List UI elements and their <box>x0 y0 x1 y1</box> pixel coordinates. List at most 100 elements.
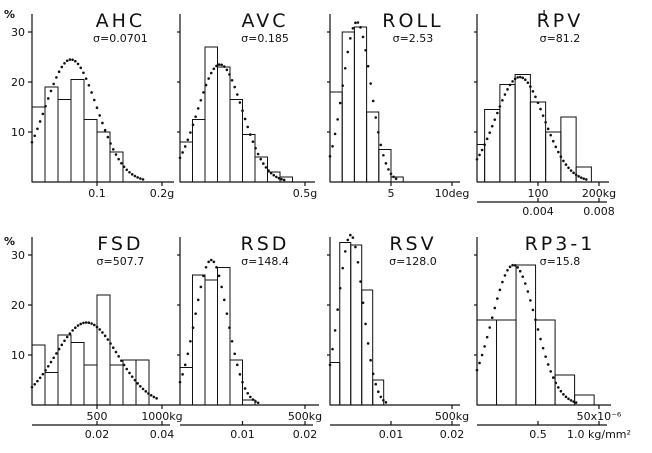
fit-point <box>246 391 250 395</box>
histogram-bar <box>204 46 218 183</box>
histogram-bar <box>484 109 501 183</box>
fit-point <box>531 308 535 312</box>
fit-point <box>384 162 388 165</box>
fit-point <box>376 390 380 394</box>
histogram-bar <box>514 74 531 183</box>
histogram-bar <box>83 119 98 183</box>
fit-point <box>71 329 74 332</box>
panel-rp3-1: RP3-1σ=15.8 50x10⁻⁶ 0.5 1.0 kg/mm² <box>474 233 631 441</box>
histogram-bar <box>70 342 85 406</box>
fit-point <box>521 76 525 80</box>
histogram-bar <box>57 99 72 183</box>
fit-point <box>136 176 139 179</box>
fit-point <box>202 91 205 94</box>
fit-point <box>485 335 489 339</box>
fit-point <box>526 290 530 293</box>
fit-point <box>212 67 216 71</box>
fit-point <box>582 177 586 180</box>
fit-point <box>354 245 357 249</box>
fit-point <box>196 107 200 110</box>
fit-point <box>349 37 352 40</box>
fit-point <box>534 95 537 99</box>
histogram-bar <box>122 359 137 406</box>
fit-point <box>243 387 247 390</box>
fit-point <box>189 339 192 343</box>
fit-point <box>92 323 96 327</box>
histogram-bar <box>267 171 281 183</box>
fit-point <box>351 26 355 30</box>
fit-point <box>541 346 545 350</box>
fit-point <box>95 325 99 329</box>
fit-point <box>557 150 560 154</box>
fit-point <box>394 177 398 181</box>
fit-point <box>181 151 184 154</box>
fit-point <box>508 265 512 269</box>
fit-point <box>220 63 223 67</box>
fit-point <box>249 395 252 399</box>
fit-point <box>259 157 263 161</box>
fit-point <box>275 175 278 179</box>
fit-curve <box>475 263 578 404</box>
fit-point <box>178 380 182 384</box>
fit-point <box>46 97 50 100</box>
histogram-bar <box>378 149 392 183</box>
fit-point <box>569 399 573 402</box>
fit-point <box>238 373 242 376</box>
fit-point <box>584 178 588 181</box>
fit-point <box>65 59 69 63</box>
fit-point <box>546 363 550 366</box>
fit-point <box>128 371 131 375</box>
secondary-x-tick-label: 0.008 <box>583 205 615 218</box>
fit-point <box>480 148 484 152</box>
fit-point <box>44 104 47 108</box>
fit-point <box>554 145 558 149</box>
fit-point <box>382 398 385 402</box>
fit-point <box>328 363 332 367</box>
histogram-bar <box>96 131 111 183</box>
fit-point <box>191 123 195 127</box>
fit-point <box>562 393 565 396</box>
fit-point <box>516 266 519 269</box>
fit-point <box>204 265 208 269</box>
fit-point <box>139 177 142 180</box>
histogram-bar <box>329 362 341 406</box>
fit-point <box>79 66 83 70</box>
fit-point <box>186 138 190 142</box>
fit-point <box>483 345 486 348</box>
fit-point <box>338 101 342 105</box>
fit-point <box>501 280 504 284</box>
fit-curve <box>30 321 158 400</box>
fit-point <box>341 266 345 270</box>
fit-point <box>90 322 93 325</box>
fit-point <box>36 127 39 131</box>
secondary-x-tick-label: 0.01 <box>379 428 404 441</box>
fit-point <box>572 400 575 403</box>
fit-point <box>518 75 522 79</box>
fit-point <box>98 114 102 117</box>
fit-point <box>354 21 357 25</box>
fit-point <box>106 338 110 341</box>
fit-point <box>220 285 223 289</box>
fit-point <box>98 328 102 331</box>
fit-point <box>336 118 339 121</box>
fit-point <box>60 343 64 347</box>
fit-point <box>52 356 55 360</box>
fit-point <box>364 322 367 326</box>
fit-point <box>379 395 383 399</box>
sigma-label: σ=81.2 <box>540 32 581 45</box>
fit-point <box>217 274 221 278</box>
fit-point <box>122 165 126 169</box>
fit-point <box>84 321 88 324</box>
x-tick-label: 500 <box>87 410 108 423</box>
fit-point <box>498 288 502 292</box>
fit-point <box>490 316 494 320</box>
y-tick-label: 20 <box>11 76 25 89</box>
secondary-x-tick-label: 1.0 kg/mm² <box>567 428 631 441</box>
secondary-x-tick-label: 0.04 <box>150 428 175 441</box>
fit-point <box>521 275 525 278</box>
histogram-bar <box>254 156 268 183</box>
fit-point <box>74 59 77 63</box>
fit-point <box>498 105 502 108</box>
secondary-x-tick-label: 0.004 <box>522 205 554 218</box>
fit-point <box>222 298 226 302</box>
